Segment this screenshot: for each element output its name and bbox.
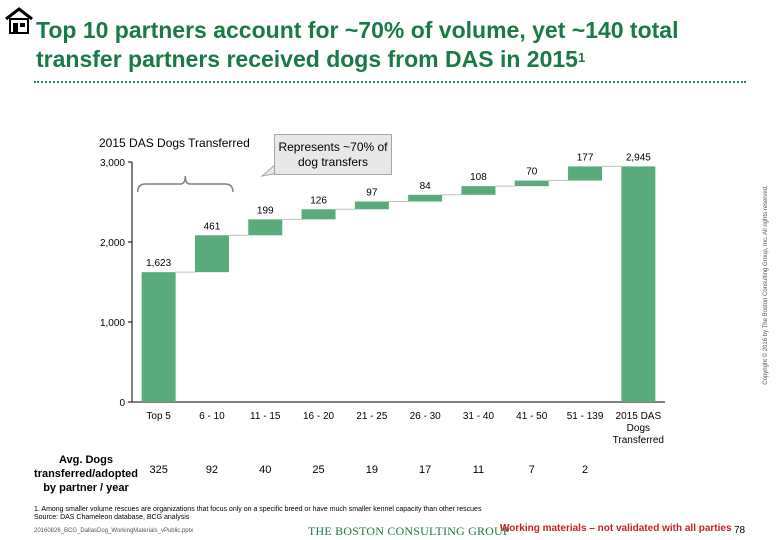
waterfall-bar <box>461 186 496 195</box>
footnote-block: 1. Among smaller volume rescues are orga… <box>34 506 481 522</box>
x-tick-label: 16 - 20 <box>303 411 335 422</box>
source-text: Source: DAS Chameleon database, BCG anal… <box>34 514 190 521</box>
disclaimer-text: Working materials – not validated with a… <box>500 523 732 534</box>
x-tick-label: Dogs <box>627 423 650 434</box>
avg-row-value: 92 <box>205 464 219 476</box>
title-divider <box>34 81 746 83</box>
avg-row-value: 19 <box>365 464 378 476</box>
waterfall-bar <box>141 272 176 402</box>
bar-value-label: 126 <box>310 195 327 206</box>
bar-value-label: 199 <box>257 205 274 216</box>
waterfall-bar <box>354 201 389 210</box>
page-title: Top 10 partners account for ~70% of volu… <box>36 16 736 74</box>
bar-value-label: 84 <box>420 181 432 192</box>
y-tick-label: 1,000 <box>100 318 125 329</box>
avg-row-value: 325 <box>149 464 168 476</box>
bar-value-label: 2,945 <box>626 152 651 163</box>
x-tick-label: Top 5 <box>146 411 171 422</box>
page-title-text: Top 10 partners account for ~70% of volu… <box>36 17 679 72</box>
x-tick-label: 21 - 25 <box>356 411 388 422</box>
waterfall-bar <box>301 209 336 220</box>
bar-value-label: 1,623 <box>146 258 171 269</box>
file-name: 20160826_BCG_DallasDog_WorkingMaterials_… <box>34 528 194 534</box>
avg-row-value: 25 <box>312 464 325 476</box>
waterfall-bar <box>248 219 283 236</box>
footnote-text: 1. Among smaller volume rescues are orga… <box>34 506 482 513</box>
avg-row-value: 11 <box>472 464 485 476</box>
x-tick-label: 11 - 15 <box>250 411 281 422</box>
copyright-text: Copyright © 2016 by The Boston Consultin… <box>763 185 769 385</box>
bar-value-label: 177 <box>577 152 594 163</box>
avg-row-value: 7 <box>528 464 535 476</box>
chart-title: 2015 DAS Dogs Transferred <box>99 136 250 150</box>
x-tick-label: 41 - 50 <box>516 411 548 422</box>
x-tick-label: Transferred <box>613 435 664 446</box>
y-tick-label: 0 <box>119 398 125 409</box>
waterfall-bar <box>514 180 549 187</box>
bar-value-label: 97 <box>366 188 378 199</box>
bar-value-label: 461 <box>204 221 221 232</box>
x-tick-label: 2015 DAS <box>616 411 662 422</box>
avg-row-label: Avg. Dogs transferred/adopted by partner… <box>34 454 138 494</box>
avg-row-value: 2 <box>581 464 589 476</box>
callout-box: Represents ~70% of dog transfers <box>274 134 392 175</box>
page-number: 78 <box>734 525 746 536</box>
waterfall-bar <box>408 194 443 202</box>
waterfall-bar <box>621 166 656 402</box>
waterfall-bar <box>194 235 229 273</box>
avg-row-value: 17 <box>419 464 432 476</box>
waterfall-bar <box>568 166 603 181</box>
bar-value-label: 108 <box>470 172 487 183</box>
house-logo-icon <box>5 7 33 34</box>
bar-value-label: 70 <box>526 167 538 178</box>
brand-name: THE BOSTON CONSULTING GROUP <box>308 524 510 538</box>
title-footnote-marker: 1 <box>577 50 586 65</box>
y-tick-label: 3,000 <box>100 158 125 169</box>
y-tick-label: 2,000 <box>100 238 125 249</box>
x-tick-label: 6 - 10 <box>199 411 225 422</box>
callout-bracket <box>136 175 234 193</box>
x-tick-label: 51 - 139 <box>567 411 604 422</box>
avg-row-value: 40 <box>259 464 272 476</box>
x-tick-label: 31 - 40 <box>463 411 495 422</box>
x-tick-label: 26 - 30 <box>410 411 442 422</box>
